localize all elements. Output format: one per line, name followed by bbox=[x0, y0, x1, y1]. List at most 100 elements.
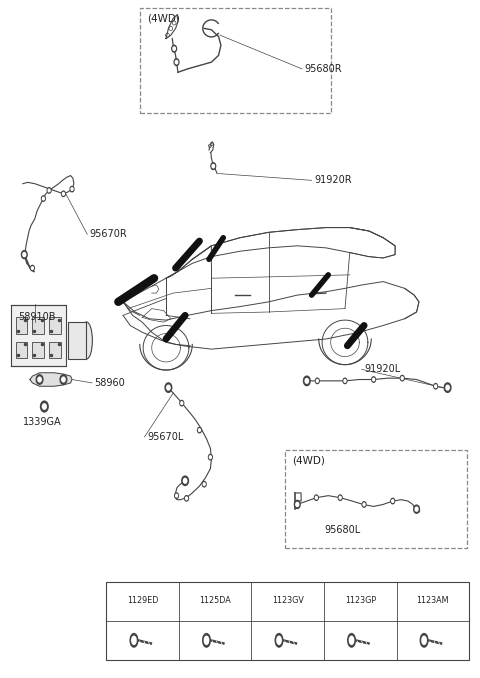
Text: 1129ED: 1129ED bbox=[127, 596, 158, 605]
Circle shape bbox=[167, 385, 170, 390]
Circle shape bbox=[70, 186, 74, 192]
Bar bbox=[107, 582, 469, 660]
Bar bbox=[33, 342, 44, 358]
Text: 91920L: 91920L bbox=[364, 364, 400, 374]
Circle shape bbox=[165, 383, 172, 393]
Polygon shape bbox=[30, 373, 72, 386]
Circle shape bbox=[392, 500, 394, 502]
Circle shape bbox=[199, 428, 200, 431]
Circle shape bbox=[22, 251, 27, 258]
Circle shape bbox=[38, 377, 41, 382]
Ellipse shape bbox=[275, 633, 283, 647]
Text: 95670R: 95670R bbox=[90, 229, 127, 239]
Circle shape bbox=[339, 496, 341, 499]
Ellipse shape bbox=[349, 636, 354, 644]
Circle shape bbox=[208, 454, 212, 460]
Text: 1123GV: 1123GV bbox=[272, 596, 304, 605]
Ellipse shape bbox=[420, 633, 428, 647]
Circle shape bbox=[31, 265, 34, 271]
Circle shape bbox=[185, 496, 189, 501]
Bar bbox=[68, 322, 86, 359]
Text: 95680R: 95680R bbox=[304, 64, 342, 74]
Circle shape bbox=[41, 196, 45, 201]
Circle shape bbox=[175, 60, 178, 64]
Text: 1123AM: 1123AM bbox=[417, 596, 449, 605]
Circle shape bbox=[434, 384, 438, 389]
Circle shape bbox=[362, 502, 366, 507]
Circle shape bbox=[372, 378, 374, 381]
Text: 1339GA: 1339GA bbox=[23, 417, 61, 426]
Ellipse shape bbox=[204, 636, 209, 644]
Circle shape bbox=[305, 378, 309, 383]
Text: 58960: 58960 bbox=[95, 378, 125, 388]
Circle shape bbox=[32, 266, 34, 269]
Text: 1125DA: 1125DA bbox=[199, 596, 231, 605]
Circle shape bbox=[182, 476, 189, 485]
Circle shape bbox=[202, 481, 206, 487]
Circle shape bbox=[175, 493, 179, 498]
Circle shape bbox=[372, 377, 375, 382]
Circle shape bbox=[180, 401, 184, 406]
Circle shape bbox=[173, 47, 175, 50]
Circle shape bbox=[415, 507, 418, 511]
Circle shape bbox=[172, 45, 177, 52]
Circle shape bbox=[47, 188, 51, 193]
Circle shape bbox=[61, 191, 65, 197]
Text: (4WD): (4WD) bbox=[147, 14, 180, 24]
Text: 95670L: 95670L bbox=[147, 432, 183, 442]
Circle shape bbox=[183, 479, 187, 483]
Bar bbox=[49, 317, 60, 334]
Circle shape bbox=[174, 59, 179, 66]
Bar bbox=[16, 317, 27, 334]
Circle shape bbox=[401, 377, 403, 380]
Text: 1123GP: 1123GP bbox=[345, 596, 376, 605]
Circle shape bbox=[71, 188, 73, 191]
Circle shape bbox=[314, 495, 318, 500]
Ellipse shape bbox=[130, 633, 138, 647]
Circle shape bbox=[60, 375, 67, 384]
Ellipse shape bbox=[422, 636, 426, 644]
Circle shape bbox=[62, 377, 65, 382]
Text: (4WD): (4WD) bbox=[292, 456, 325, 466]
Circle shape bbox=[62, 193, 64, 195]
Circle shape bbox=[209, 456, 211, 458]
Ellipse shape bbox=[81, 322, 92, 359]
Ellipse shape bbox=[132, 636, 136, 644]
Circle shape bbox=[181, 402, 183, 405]
Ellipse shape bbox=[277, 636, 281, 644]
Circle shape bbox=[315, 378, 319, 384]
Circle shape bbox=[48, 189, 50, 192]
Ellipse shape bbox=[203, 633, 210, 647]
Bar bbox=[49, 342, 60, 358]
Circle shape bbox=[203, 483, 205, 485]
Circle shape bbox=[23, 253, 26, 256]
Bar bbox=[11, 305, 66, 366]
Circle shape bbox=[400, 376, 404, 381]
Circle shape bbox=[343, 378, 347, 384]
Text: 58910B: 58910B bbox=[18, 312, 56, 322]
Circle shape bbox=[338, 495, 342, 500]
Circle shape bbox=[36, 375, 43, 384]
Circle shape bbox=[363, 503, 365, 506]
Circle shape bbox=[315, 496, 317, 499]
Circle shape bbox=[296, 502, 299, 506]
Circle shape bbox=[42, 404, 46, 410]
Circle shape bbox=[42, 197, 44, 200]
Ellipse shape bbox=[348, 633, 355, 647]
Circle shape bbox=[211, 163, 216, 170]
Bar bbox=[285, 450, 467, 549]
Text: 95680L: 95680L bbox=[324, 525, 361, 535]
Circle shape bbox=[344, 380, 346, 382]
Circle shape bbox=[414, 505, 420, 513]
Circle shape bbox=[186, 497, 188, 500]
Bar bbox=[33, 317, 44, 334]
Circle shape bbox=[40, 401, 48, 412]
Circle shape bbox=[316, 380, 318, 382]
Bar bbox=[140, 8, 331, 113]
Circle shape bbox=[446, 385, 449, 390]
Text: 91920R: 91920R bbox=[314, 176, 351, 185]
Circle shape bbox=[294, 500, 300, 508]
Circle shape bbox=[391, 498, 395, 504]
Bar bbox=[16, 342, 27, 358]
Circle shape bbox=[212, 165, 215, 168]
